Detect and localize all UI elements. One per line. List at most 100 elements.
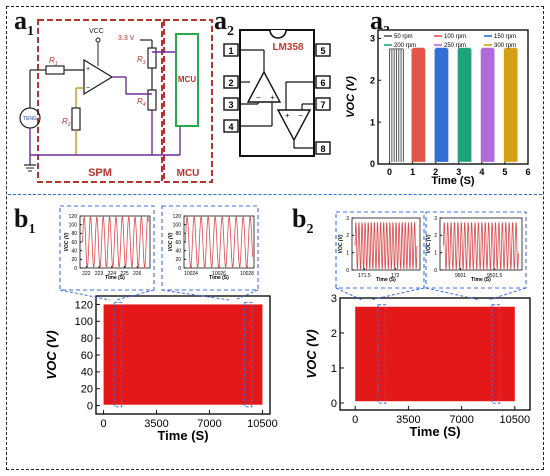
y-tick-label: 80 bbox=[81, 333, 93, 345]
y-tick-label: 2 bbox=[346, 233, 349, 239]
ic-pin-box bbox=[315, 141, 331, 155]
y-tick-label: 0 bbox=[178, 266, 181, 272]
y-tick-label: 1 bbox=[346, 250, 349, 256]
y-tick-label: 0 bbox=[370, 159, 375, 169]
svg-text:−: − bbox=[298, 111, 303, 120]
inset-waveform bbox=[354, 222, 418, 270]
series-line bbox=[503, 47, 518, 162]
x-tick-label: 223 bbox=[95, 271, 104, 277]
y-axis-label: VOC (V) bbox=[64, 232, 70, 251]
zoom-connector bbox=[115, 289, 155, 301]
y-tick-label: 100 bbox=[173, 222, 182, 228]
plot-frame bbox=[183, 215, 255, 269]
inset-frame bbox=[161, 205, 259, 291]
y-axis-label: VOC (V) bbox=[44, 330, 59, 379]
x-tick-label: 172 bbox=[391, 273, 400, 279]
resistor-r2-icon bbox=[71, 107, 81, 131]
spm-box bbox=[37, 19, 163, 183]
y-tick-label: 1 bbox=[370, 117, 375, 127]
resistor-r3-icon bbox=[147, 47, 157, 69]
r1-label: R1 bbox=[49, 56, 58, 67]
mcu-chip-box bbox=[175, 33, 199, 127]
zoom-connector bbox=[59, 289, 111, 301]
x-tick-label: 225 bbox=[120, 271, 129, 277]
legend-entry: 250 rpm bbox=[444, 43, 466, 49]
y-tick-label: 120 bbox=[75, 299, 93, 311]
zoom-box bbox=[491, 304, 501, 404]
ic-pin-label: 2 bbox=[228, 78, 233, 88]
x-tick-label: 7000 bbox=[449, 414, 473, 426]
ic-pin-box bbox=[223, 119, 239, 133]
x-axis-label: Time (S) bbox=[209, 275, 229, 281]
mcu-dashed-box bbox=[163, 19, 213, 183]
x-tick-label: 9501 bbox=[455, 273, 466, 279]
signal-band bbox=[355, 306, 515, 402]
inset-frame bbox=[425, 211, 527, 289]
y-tick-label: 60 bbox=[71, 240, 77, 246]
series-line bbox=[411, 47, 426, 162]
ic-pin-box bbox=[315, 97, 331, 111]
y-tick-label: 20 bbox=[81, 384, 93, 396]
x-axis-label: Time (S) bbox=[431, 175, 475, 187]
y-tick-label: 40 bbox=[175, 248, 181, 254]
opamp-b-icon bbox=[276, 109, 312, 142]
y-tick-label: 120 bbox=[69, 214, 78, 220]
y-tick-label: 20 bbox=[71, 257, 77, 263]
chart-b1: 0 3500 7000 10500 0 20 40 60 80 100 120 Time (S) VOC… bbox=[44, 205, 278, 443]
x-tick-label: 171.5 bbox=[358, 273, 371, 279]
y-tick-label: 0 bbox=[74, 266, 77, 272]
x-tick-label: 226 bbox=[133, 271, 142, 277]
label-a1: a1 bbox=[14, 6, 34, 39]
ic-pin-label: 1 bbox=[228, 46, 233, 56]
ic-pin-box bbox=[315, 43, 331, 57]
x-tick-label: 10026 bbox=[212, 271, 226, 277]
supply-label: 3.3 V bbox=[118, 35, 135, 42]
mcu-chip-label: MCU bbox=[178, 75, 196, 84]
spm-label: SPM bbox=[88, 167, 112, 179]
x-tick-label: 3500 bbox=[144, 418, 168, 430]
signal-band bbox=[103, 304, 263, 405]
section-divider bbox=[8, 194, 542, 195]
ic-pin-label: 7 bbox=[320, 100, 325, 110]
x-tick-label: 2 bbox=[433, 167, 438, 177]
zoom-box bbox=[243, 301, 253, 408]
svg-text:−: − bbox=[86, 85, 90, 92]
label-b1: b1 bbox=[14, 204, 36, 237]
y-tick-label: 1 bbox=[434, 250, 437, 256]
ic-pin-box bbox=[315, 75, 331, 89]
x-tick-label: 222 bbox=[82, 271, 91, 277]
ic-pin-label: 5 bbox=[320, 46, 325, 56]
x-axis-label: Time (S) bbox=[376, 277, 396, 283]
r4-label: R4 bbox=[137, 97, 146, 108]
x-tick-label: 5 bbox=[502, 167, 507, 177]
x-axis-label: Time (S) bbox=[105, 275, 125, 281]
y-tick-label: 2 bbox=[434, 233, 437, 239]
chart-b2: 0 3500 7000 10500 0 1 2 3 Time (S) VOC (V) 171.5 17… bbox=[304, 211, 531, 439]
x-tick-label: 0 bbox=[352, 414, 358, 426]
lm358-pinout: LM358 1 2 3 4 5 6 7 8 − + + − bbox=[223, 29, 331, 157]
ic-notch-icon bbox=[269, 29, 287, 39]
resistor-r4-icon bbox=[147, 89, 157, 111]
ic-pin-label: 4 bbox=[228, 122, 233, 132]
y-tick-label: 100 bbox=[75, 316, 93, 328]
y-tick-label: 40 bbox=[71, 248, 77, 254]
y-tick-label: 3 bbox=[434, 216, 437, 222]
vcc-label: VCC bbox=[89, 28, 104, 35]
y-axis-label: VOC (V) bbox=[304, 329, 319, 378]
y-tick-label: 60 bbox=[81, 350, 93, 362]
zoom-connector bbox=[161, 289, 230, 301]
y-axis-label: VOC (V) bbox=[168, 232, 174, 251]
y-tick-label: 80 bbox=[175, 231, 181, 237]
y-tick-label: 2 bbox=[331, 328, 337, 340]
series-line bbox=[389, 48, 404, 162]
series-line bbox=[480, 47, 495, 162]
vcc-terminal-icon bbox=[95, 37, 101, 43]
r3-label: R3 bbox=[137, 55, 146, 66]
svg-text:+: + bbox=[285, 111, 290, 120]
legend-entry: 300 rpm bbox=[494, 43, 516, 49]
ic-name: LM358 bbox=[272, 42, 304, 53]
svg-text:−: − bbox=[256, 93, 261, 102]
ic-pin-box bbox=[223, 43, 239, 57]
x-tick-label: 10024 bbox=[184, 271, 198, 277]
zoom-connector bbox=[487, 287, 527, 301]
